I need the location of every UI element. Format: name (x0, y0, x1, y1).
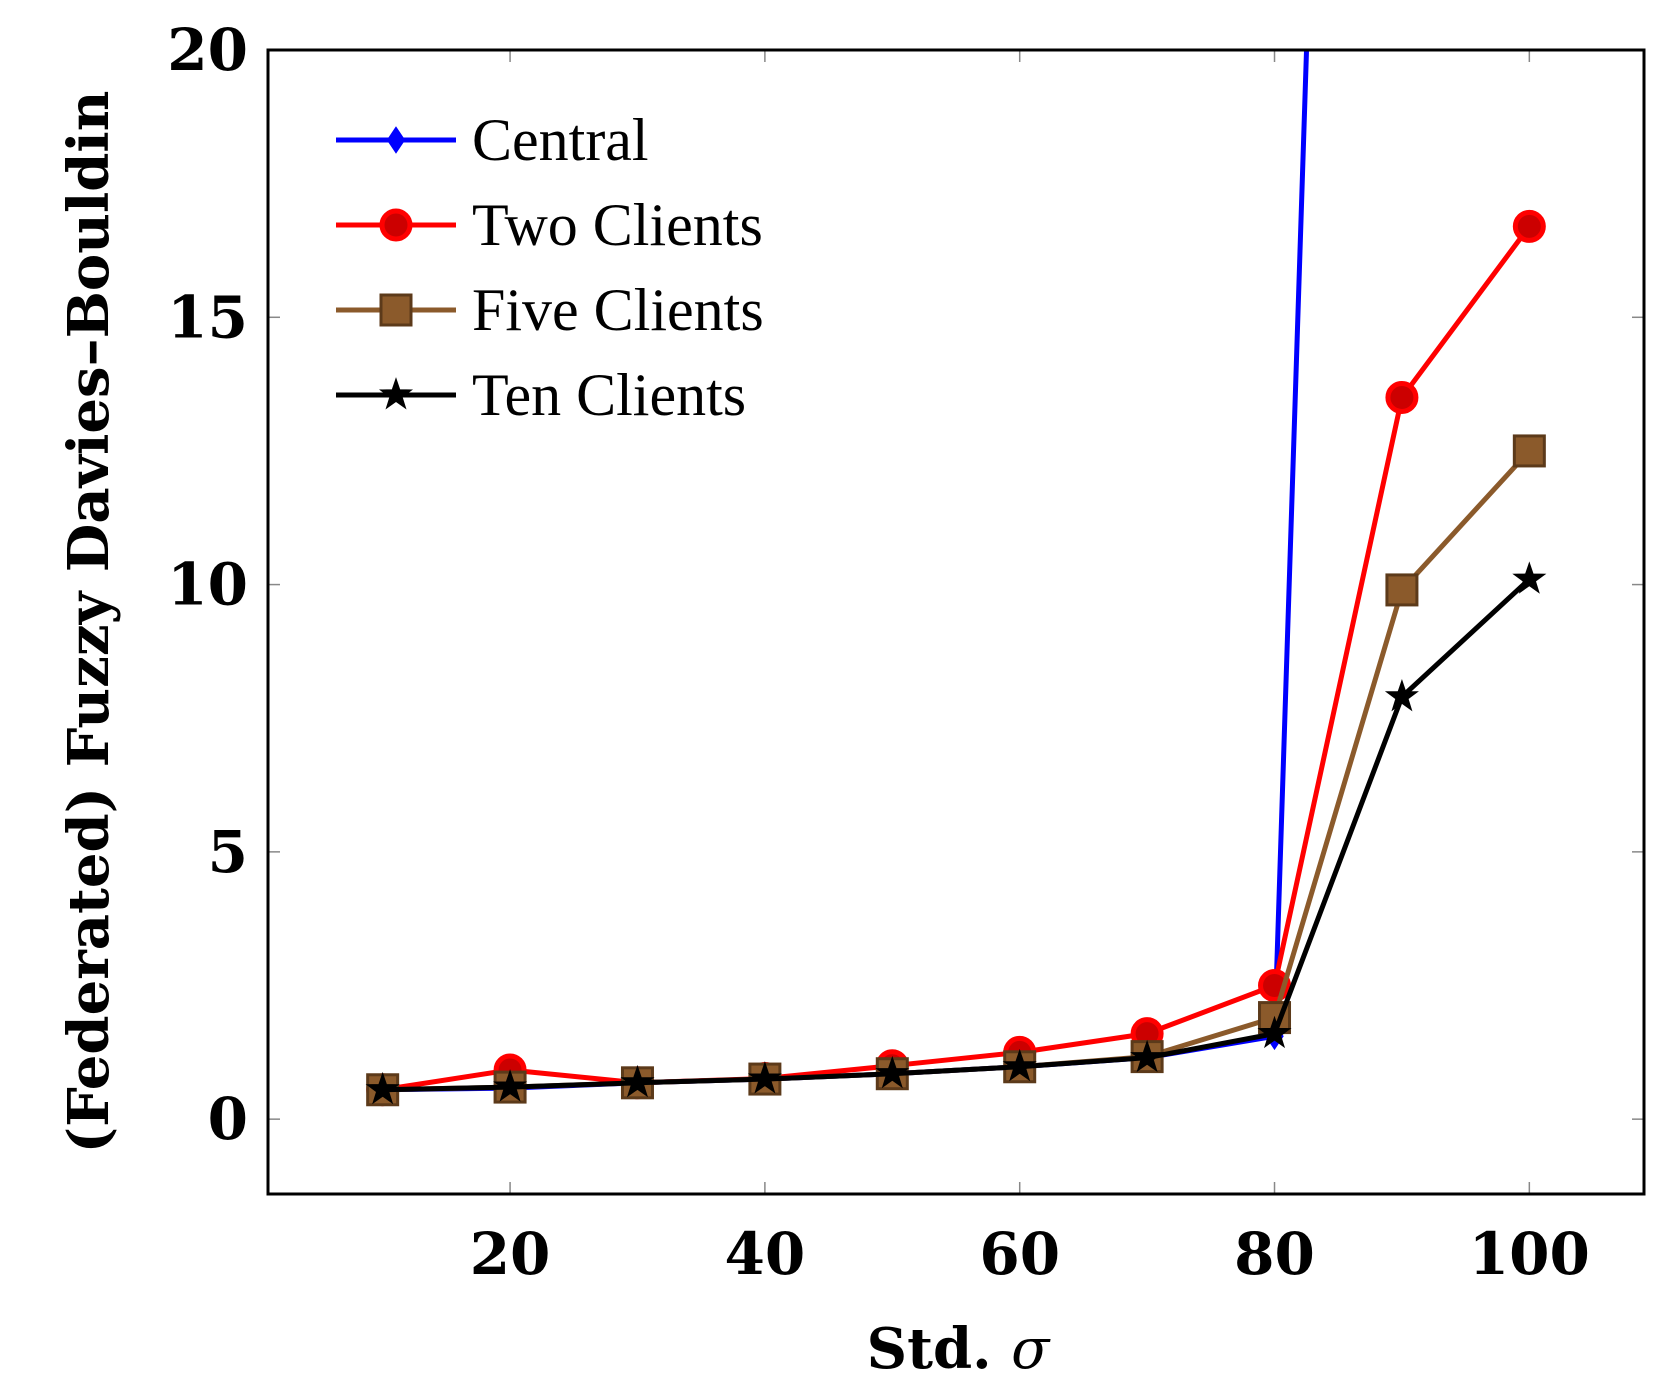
y-tick-label: 10 (167, 551, 248, 619)
y-tick-label: 0 (208, 1085, 248, 1153)
x-tick-label: 80 (1234, 1220, 1315, 1288)
legend-label: Ten Clients (472, 362, 746, 428)
data-point-ten-clients (1512, 561, 1547, 594)
legend-label: Two Clients (472, 192, 763, 258)
data-point-five-clients (1385, 573, 1419, 607)
legend-entry-five-clients: Five Clients (336, 277, 764, 343)
data-point-ten-clients (747, 1061, 782, 1094)
plot-frame (266, 48, 1646, 1196)
legend-entry-two-clients: Two Clients (336, 192, 763, 258)
x-axis-sigma: σ (1011, 1317, 1051, 1380)
legend-marker (379, 293, 413, 327)
y-axis-ticks: 0 5 10 15 20 (167, 16, 1644, 1153)
legend-marker (379, 208, 413, 242)
x-axis-ticks: 20 40 60 80 100 (470, 50, 1590, 1288)
series-line-ten-clients (382, 577, 1532, 1093)
y-tick-label: 20 (167, 16, 248, 84)
series-ten-clients (365, 561, 1547, 1105)
data-point-ten-clients (1257, 1015, 1292, 1049)
legend-label: Central (472, 107, 649, 173)
x-tick-label: 60 (979, 1220, 1060, 1288)
legend-label: Five Clients (472, 277, 764, 343)
y-tick-label: 5 (208, 818, 248, 886)
legend-marker (378, 377, 414, 410)
legend-entry-central: Central (336, 107, 649, 173)
series-layer (365, 50, 1547, 1107)
data-point-ten-clients (365, 1071, 400, 1105)
data-point-ten-clients (1130, 1039, 1165, 1073)
data-point-ten-clients (620, 1064, 655, 1098)
series-line-two-clients (382, 224, 1532, 1093)
y-axis-title: (Federated) Fuzzy Davies–Bouldin (56, 91, 122, 1154)
data-point-five-clients (1512, 434, 1546, 468)
x-axis-title: Std. σ (867, 1316, 1051, 1380)
x-tick-label: 40 (725, 1220, 806, 1288)
data-point-ten-clients (1002, 1048, 1037, 1082)
data-point-ten-clients (1384, 678, 1419, 712)
x-tick-label: 100 (1469, 1220, 1590, 1288)
series-two-clients (366, 209, 1546, 1107)
y-tick-label: 15 (167, 283, 248, 351)
data-point-ten-clients (875, 1055, 910, 1089)
legend: Central Two Clients Five Clients Ten Client… (336, 107, 764, 428)
data-point-two-clients (1385, 380, 1419, 414)
x-tick-label: 20 (470, 1220, 551, 1288)
data-point-two-clients (1512, 209, 1546, 243)
legend-marker (386, 126, 406, 154)
data-point-ten-clients (493, 1069, 528, 1102)
legend-entry-ten-clients: Ten Clients (336, 362, 746, 428)
series-five-clients (366, 434, 1546, 1107)
x-axis-title-text: Std. (867, 1316, 992, 1380)
series-line-five-clients (382, 449, 1532, 1093)
